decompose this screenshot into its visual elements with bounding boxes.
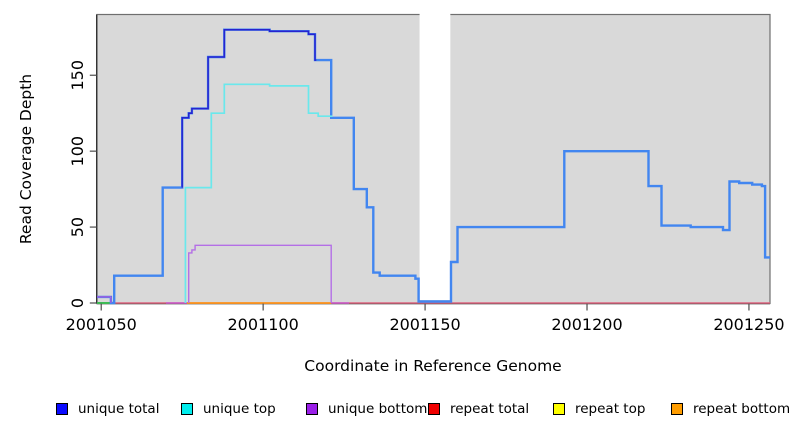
legend-item-repeat-bottom: repeat bottom bbox=[671, 399, 790, 419]
legend-swatch-unique-bottom bbox=[306, 403, 318, 415]
legend-item-repeat-total: repeat total bbox=[428, 399, 529, 419]
y-axis-title: Read Coverage Depth bbox=[17, 74, 35, 244]
legend-label: repeat bottom bbox=[693, 401, 791, 417]
x-tick-label: 2001200 bbox=[551, 315, 622, 334]
x-tick-label: 2001250 bbox=[713, 315, 784, 334]
axis-layer: 2001050 2001100 2001150 2001200 2001250 0 50 10… bbox=[66, 60, 785, 334]
y-tick-label: 50 bbox=[68, 217, 87, 237]
series-layer bbox=[97, 28, 770, 305]
x-tick-label: 2001150 bbox=[389, 315, 460, 334]
series-unique-top bbox=[184, 83, 333, 303]
series-unique-bottom bbox=[188, 244, 332, 303]
legend-item-unique-top: unique top bbox=[181, 399, 276, 419]
legend-item-unique-bottom: unique bottom bbox=[306, 399, 427, 419]
legend-label: unique top bbox=[203, 401, 276, 417]
y-tick-label: 150 bbox=[68, 60, 87, 91]
legend-label: unique total bbox=[78, 401, 160, 417]
legend-label: unique bottom bbox=[328, 401, 428, 417]
legend-swatch-repeat-total bbox=[428, 403, 440, 415]
y-tick-label: 100 bbox=[68, 136, 87, 167]
legend-item-unique-total: unique total bbox=[56, 399, 159, 419]
legend-swatch-unique-top bbox=[181, 403, 193, 415]
legend-swatch-repeat-bottom bbox=[671, 403, 683, 415]
legend-swatch-unique-total bbox=[56, 403, 68, 415]
no-data-band bbox=[419, 13, 451, 301]
legend-swatch-repeat-top bbox=[553, 403, 565, 415]
series-unique-bottom-left-bump bbox=[97, 296, 112, 303]
x-tick-label: 2001100 bbox=[228, 315, 299, 334]
no-data-band-layer bbox=[419, 13, 451, 301]
legend: unique total unique top unique bottom repea… bbox=[0, 399, 792, 423]
series-unique-total bbox=[181, 28, 317, 188]
x-tick-label: 2001050 bbox=[66, 315, 137, 334]
y-tick-label: 0 bbox=[68, 298, 87, 308]
x-axis-title: Coordinate in Reference Genome bbox=[304, 357, 561, 375]
legend-label: repeat total bbox=[450, 401, 530, 417]
legend-label: repeat top bbox=[575, 401, 646, 417]
legend-item-repeat-top: repeat top bbox=[553, 399, 645, 419]
